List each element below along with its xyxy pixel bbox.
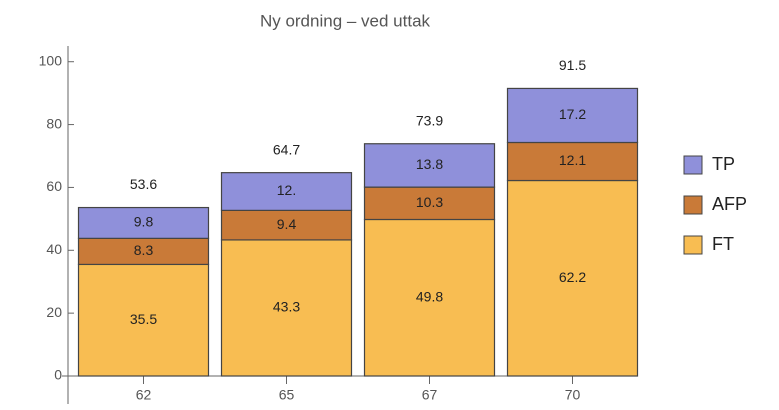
total-label: 73.9 [416, 112, 443, 128]
bar-segment [363, 218, 496, 377]
legend-swatch [683, 195, 703, 215]
data-label: 9.8 [134, 214, 154, 230]
y-tick-label: 80 [46, 115, 62, 131]
total-label: 64.7 [273, 141, 300, 157]
y-tick-label: 40 [46, 241, 62, 257]
x-tick-label: 67 [422, 387, 438, 403]
y-tick-label: 0 [54, 367, 62, 383]
y-tick-label: 60 [46, 178, 62, 194]
legend-swatch [683, 155, 703, 175]
x-tick-label: 62 [136, 387, 152, 403]
x-tick-label: 70 [565, 387, 581, 403]
data-label: 62.2 [559, 269, 586, 285]
data-label: 35.5 [130, 311, 157, 327]
data-label: 8.3 [134, 242, 154, 258]
data-label: 12. [277, 182, 296, 198]
data-label: 13.8 [416, 156, 443, 172]
bar-segment [506, 141, 639, 182]
legend-label: AFP [712, 194, 747, 214]
y-tick-label: 100 [39, 52, 63, 68]
data-label: 17.2 [559, 106, 586, 122]
legend-swatch [683, 235, 703, 255]
data-label: 12.1 [559, 152, 586, 168]
data-label: 43.3 [273, 299, 300, 315]
bar-segment [363, 143, 496, 188]
total-label: 53.6 [130, 176, 157, 192]
chart-title: Ny ordning – ved uttak [260, 11, 431, 30]
bar-segment [77, 237, 210, 266]
total-label: 91.5 [559, 57, 586, 73]
bar-segment [77, 263, 210, 377]
bar-segment [220, 209, 353, 241]
legend-label: FT [712, 234, 734, 254]
bar-segment [220, 239, 353, 377]
bar-segment [506, 87, 639, 144]
data-label: 10.3 [416, 194, 443, 210]
x-tick-label: 65 [279, 387, 295, 403]
legend-label: TP [712, 154, 735, 174]
data-label: 49.8 [416, 288, 443, 304]
bar-segment [506, 179, 639, 377]
y-tick-label: 20 [46, 304, 62, 320]
data-label: 9.4 [277, 216, 297, 232]
bar-segment [77, 206, 210, 239]
bar-segment [220, 172, 353, 211]
